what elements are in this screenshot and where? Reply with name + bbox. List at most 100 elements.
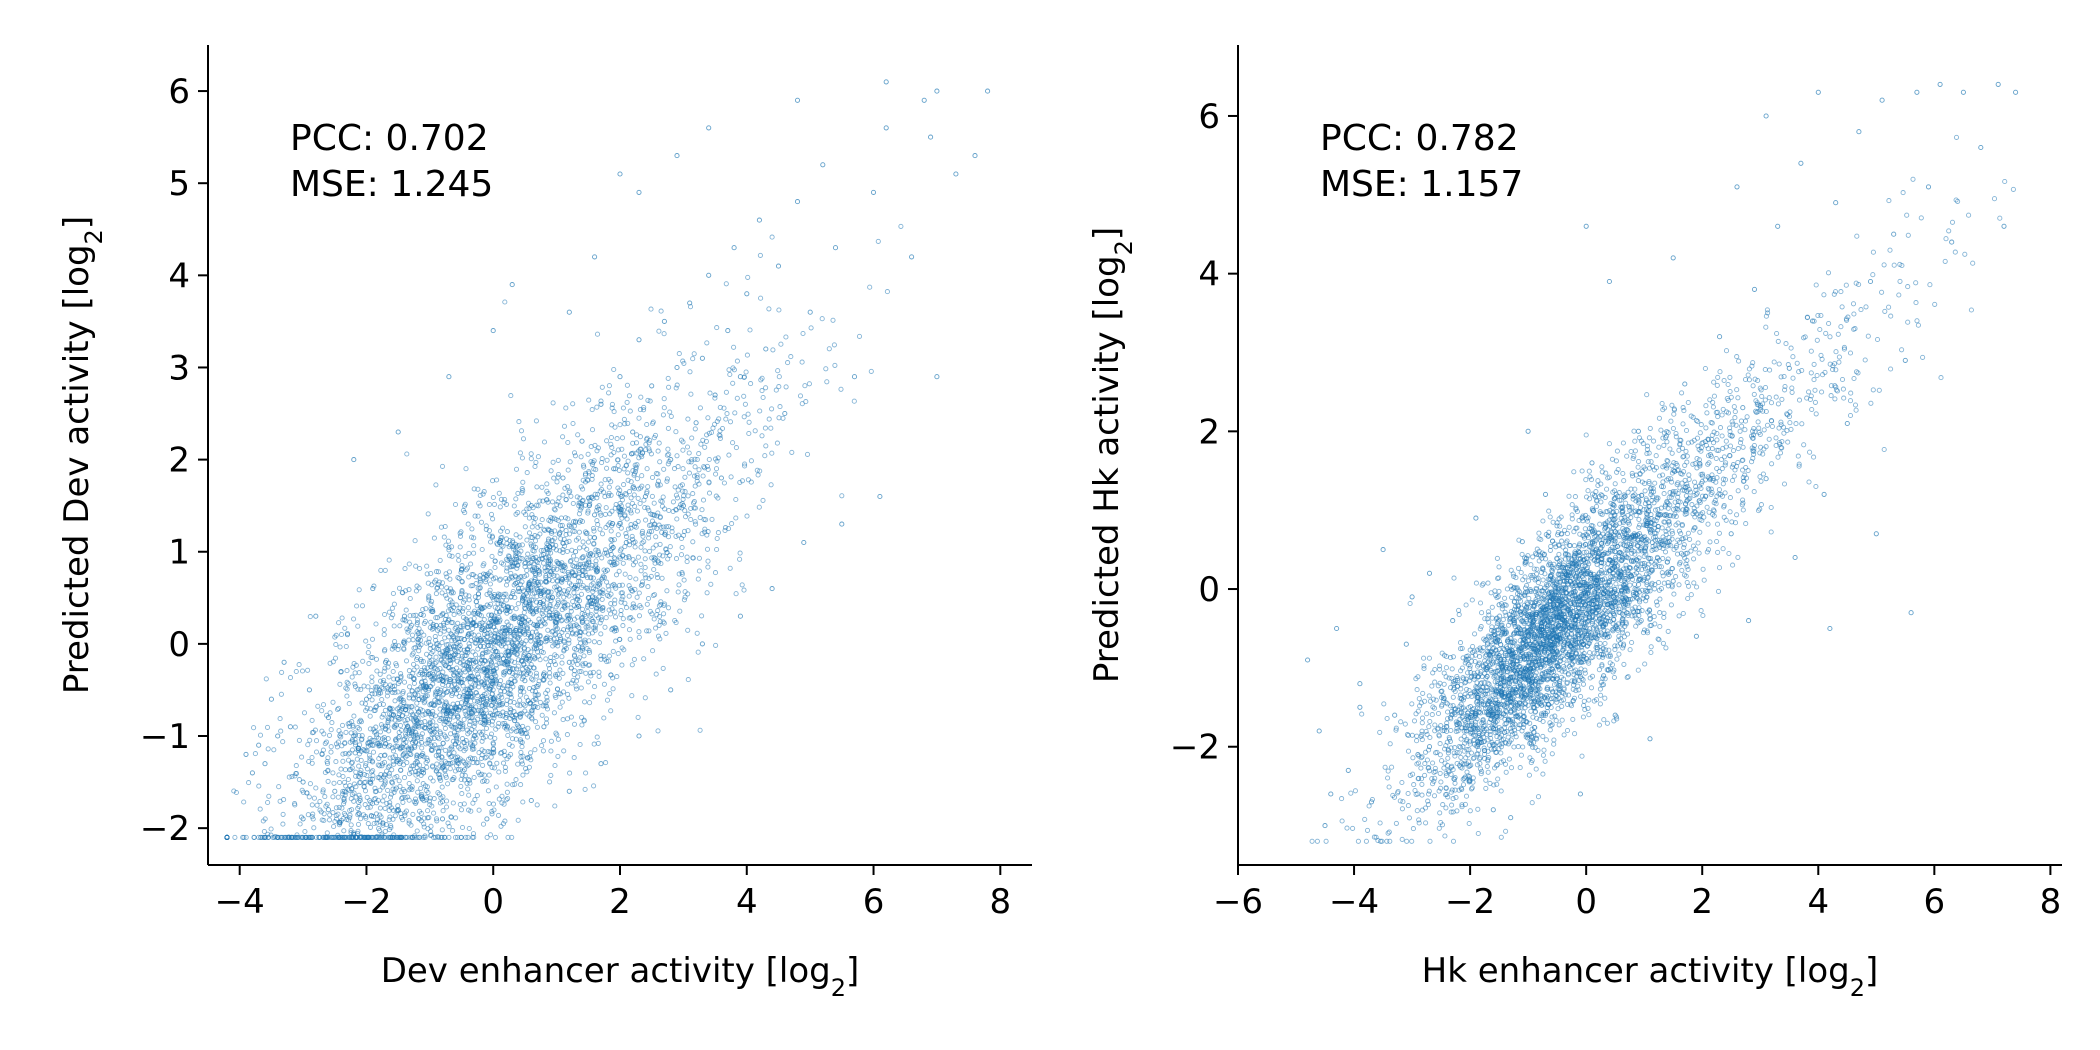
scatter-point: [510, 782, 516, 788]
scatter-point: [422, 711, 428, 717]
scatter-point: [498, 560, 505, 566]
scatter-point: [559, 699, 565, 705]
scatter-point: [224, 834, 230, 840]
scatter-point: [768, 425, 774, 431]
scatter-point: [389, 767, 395, 773]
scatter-point: [329, 720, 335, 726]
scatter-point: [529, 710, 535, 716]
scatter-point: [568, 714, 574, 720]
scatter-point: [387, 755, 393, 761]
scatter-point: [535, 632, 541, 638]
scatter-point: [598, 631, 604, 637]
scatter-point: [332, 788, 338, 794]
y-tick-label: 1: [168, 533, 190, 573]
scatter-point: [1656, 444, 1662, 450]
scatter-point: [625, 458, 631, 464]
scatter-point: [524, 470, 530, 476]
scatter-point: [233, 789, 239, 796]
scatter-point: [265, 746, 271, 752]
scatter-point: [521, 609, 527, 616]
scatter-point: [348, 796, 354, 802]
scatter-point: [441, 625, 448, 631]
scatter-point: [489, 764, 495, 770]
scatter-point: [579, 615, 585, 621]
scatter-point: [392, 813, 398, 819]
scatter-point: [418, 611, 424, 618]
scatter-point: [606, 593, 612, 599]
scatter-point: [466, 792, 472, 798]
scatter-point: [692, 464, 698, 470]
scatter-point: [642, 556, 648, 562]
scatter-point: [658, 602, 664, 608]
scatter-point: [430, 778, 436, 784]
scatter-point: [331, 823, 337, 830]
scatter-point: [598, 614, 604, 620]
scatter-point: [441, 628, 447, 634]
scatter-point: [446, 665, 452, 671]
scatter-point: [660, 619, 666, 625]
scatter-point: [558, 536, 564, 542]
scatter-point: [436, 834, 442, 840]
scatter-point: [442, 647, 449, 653]
scatter-point: [389, 689, 395, 695]
scatter-point: [717, 433, 723, 439]
scatter-point: [366, 661, 372, 667]
scatter-point: [639, 581, 645, 588]
scatter-point: [592, 512, 598, 518]
scatter-point: [708, 581, 714, 587]
scatter-point: [392, 717, 398, 723]
scatter-point: [617, 636, 623, 642]
scatter-point: [655, 728, 661, 734]
scatter-point: [674, 364, 680, 371]
scatter-point: [688, 459, 694, 465]
scatter-point: [534, 484, 540, 490]
scatter-point: [498, 496, 504, 502]
scatter-point: [612, 424, 618, 430]
scatter-point: [548, 654, 554, 660]
scatter-point: [560, 492, 566, 498]
scatter-point: [934, 374, 940, 380]
scatter-point: [547, 680, 553, 686]
scatter-point: [453, 734, 460, 740]
scatter-point: [685, 416, 691, 422]
scatter-point: [506, 554, 512, 560]
scatter-point: [851, 374, 858, 380]
scatter-point: [664, 476, 670, 482]
scatter-point: [727, 565, 733, 571]
scatter-point: [769, 234, 775, 240]
scatter-point: [470, 760, 476, 766]
scatter-point: [549, 499, 556, 505]
scatter-point: [616, 520, 623, 526]
scatter-point: [494, 760, 500, 766]
scatter-point: [557, 704, 563, 710]
scatter-point: [369, 636, 376, 642]
scatter-point: [621, 416, 627, 422]
scatter-point: [257, 732, 264, 738]
scatter-point: [602, 547, 609, 553]
scatter-point: [576, 578, 582, 584]
scatter-point: [525, 725, 531, 731]
scatter-point: [501, 683, 507, 689]
scatter-point: [726, 452, 732, 458]
scatter-point: [561, 594, 567, 600]
scatter-point: [428, 601, 434, 607]
scatter-point: [524, 506, 530, 512]
scatter-point: [690, 356, 696, 362]
scatter-point: [672, 617, 678, 624]
scatter-point: [567, 580, 573, 586]
scatter-point: [596, 640, 602, 646]
scatter-point: [776, 307, 782, 313]
scatter-point: [585, 679, 591, 685]
x-tick-label: 8: [989, 882, 1011, 922]
scatter-point: [232, 834, 238, 840]
scatter-point: [693, 420, 699, 426]
scatter-point: [609, 520, 615, 527]
scatter-point: [596, 669, 602, 675]
scatter-point: [625, 470, 631, 476]
scatter-point: [333, 813, 339, 819]
scatter-point: [363, 696, 370, 702]
scatter-point: [580, 539, 586, 545]
scatter-point: [719, 425, 726, 432]
scatter-point: [762, 453, 768, 459]
scatter-point: [456, 575, 462, 582]
